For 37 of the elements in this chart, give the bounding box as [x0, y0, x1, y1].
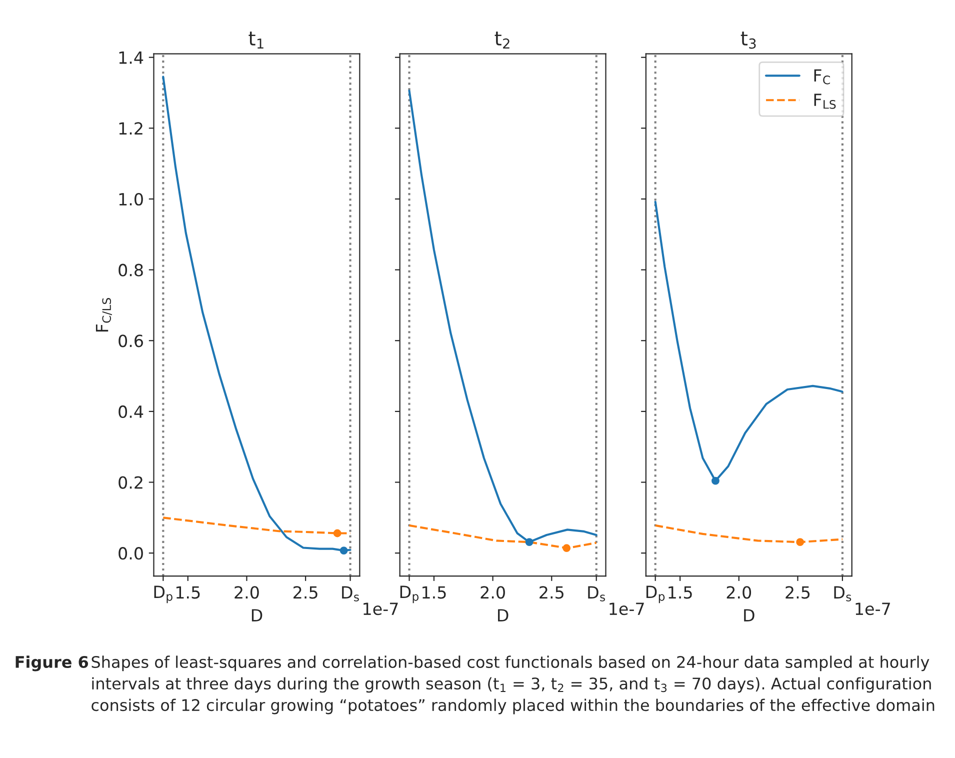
y-axis-title: F$_{C/LS}$ — [96, 298, 112, 332]
y-tick-label: 1.2 — [119, 122, 142, 135]
chart-title: t$_{2}$ — [494, 32, 510, 49]
caption: Figure 6 — [16, 656, 88, 672]
y-tick-label: 0.0 — [118, 547, 143, 560]
legend-label: F$_{LS}$ — [814, 94, 836, 109]
x-tick-label: 1.5 — [668, 586, 692, 599]
text: 1e-7 — [364, 602, 398, 616]
x-tick-label: D$_{p}$ — [154, 586, 172, 604]
x-tick-label: 2.0 — [726, 586, 752, 599]
chart-title: t$_{3}$ — [740, 32, 756, 49]
x-tick-label: 2.0 — [234, 586, 259, 599]
text: Shapes of least-squares and correlation-based cost functionals based on 24-hour data sampled at hourly intervals at three days during the growth season (t$_{1}$ = 3, t$_{2}$ = 35, and t$_{3}$ = 70 days). Actual configuration consists of 12 circular growing “potatoes” randomly placed within the boundaries of the effective domain — [92, 656, 934, 714]
x-tick-label: D$_{s}$ — [834, 586, 852, 602]
y-tick-label: 1.0 — [119, 192, 143, 206]
x-tick-label: D$_{s}$ — [342, 586, 359, 602]
x-tick-label: 2.5 — [786, 586, 810, 599]
x-tick-label: D$_{p}$ — [400, 586, 419, 604]
x-axis-title: D — [252, 609, 262, 622]
text: 1e-7 — [856, 602, 890, 616]
x-tick-label: 1.5 — [176, 586, 200, 599]
x-axis-title: D — [744, 609, 754, 622]
x-tick-label: D$_{s}$ — [588, 586, 606, 602]
x-tick-label: D$_{p}$ — [646, 586, 665, 604]
text: 1e-7 — [610, 602, 644, 616]
x-tick-label: 1.5 — [422, 586, 446, 599]
x-axis-title: D — [498, 609, 508, 622]
y-tick-label: 1.4 — [119, 52, 144, 64]
y-tick-label: 0.8 — [118, 264, 143, 276]
y-tick-label: 0.6 — [118, 334, 143, 348]
legend-label: F$_{C}$ — [814, 69, 830, 84]
x-tick-label: 2.0 — [480, 586, 505, 599]
y-tick-label: 0.4 — [118, 405, 144, 418]
x-tick-label: 2.5 — [294, 586, 318, 599]
chart-title: t$_{1}$ — [248, 32, 264, 49]
x-tick-label: 2.5 — [540, 586, 564, 599]
y-tick-label: 0.2 — [118, 476, 142, 489]
